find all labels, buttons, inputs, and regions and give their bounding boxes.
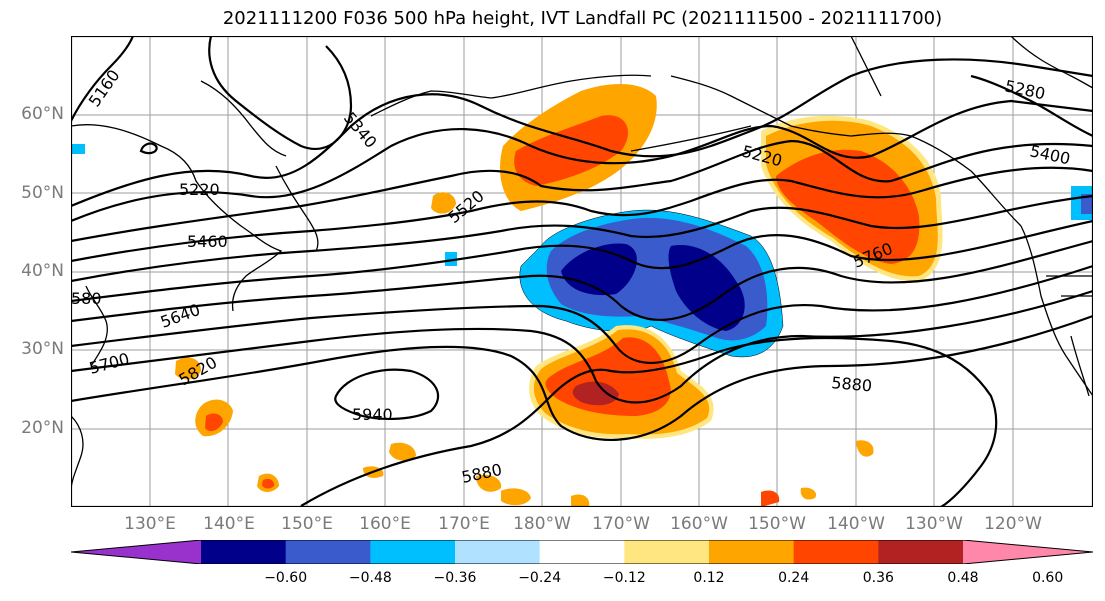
colorbar-segment bbox=[709, 540, 795, 564]
colorbar-segment bbox=[624, 540, 710, 564]
lon-label-130e: 130°E bbox=[124, 514, 176, 534]
colorbar-tick-label: 0.60 bbox=[1032, 570, 1064, 586]
lon-label-150e: 150°E bbox=[281, 514, 333, 534]
lon-label-170w: 170°W bbox=[592, 514, 650, 534]
height-contours bbox=[71, 36, 1093, 507]
colorbar-tick-label: 0.36 bbox=[862, 570, 894, 586]
lat-label-60n: 60°N bbox=[21, 104, 64, 124]
map-title: 2021111200 F036 500 hPa height, IVT Land… bbox=[222, 8, 943, 29]
colorbar-tick-label: −0.60 bbox=[264, 570, 308, 586]
colorbar-tick-label: 0.24 bbox=[778, 570, 810, 586]
colorbar-segment bbox=[201, 540, 287, 564]
lat-label-50n: 50°N bbox=[21, 183, 64, 203]
pos-anomaly-gulf bbox=[761, 115, 943, 282]
contour-label: 5220 bbox=[179, 180, 220, 199]
colorbar-extension-max bbox=[963, 540, 1093, 564]
colorbar-segment bbox=[539, 540, 625, 564]
lat-label-30n: 30°N bbox=[21, 339, 64, 359]
colorbar-segment bbox=[793, 540, 879, 564]
lon-label-120w: 120°W bbox=[984, 514, 1042, 534]
colorbar-tick-label: 0.48 bbox=[947, 570, 979, 586]
colorbar-tick-label: −0.24 bbox=[518, 570, 562, 586]
contour-label: 580 bbox=[71, 289, 102, 308]
colorbar-segment bbox=[878, 540, 964, 564]
lon-label-160e: 160°E bbox=[359, 514, 411, 534]
contour-label: 5700 bbox=[87, 349, 131, 378]
contour-label: 5640 bbox=[158, 300, 203, 332]
map-frame bbox=[71, 36, 1093, 507]
colorbar-tick-label: −0.12 bbox=[602, 570, 646, 586]
lon-label-160w: 160°W bbox=[670, 514, 728, 534]
colorbar-tick-label: −0.36 bbox=[433, 570, 477, 586]
colorbar-segment bbox=[285, 540, 371, 564]
lon-label-180w: 180°W bbox=[513, 514, 571, 534]
colorbar-tick-label: 0.12 bbox=[693, 570, 725, 586]
lon-label-140w: 140°W bbox=[827, 514, 885, 534]
map-panel: 5160 5340 5220 5520 5460 580 5640 5700 5… bbox=[71, 36, 1093, 507]
lat-label-20n: 20°N bbox=[21, 418, 64, 438]
contour-label: 5400 bbox=[1028, 141, 1072, 168]
contour-label: 5460 bbox=[187, 232, 228, 251]
colorbar-segment bbox=[455, 540, 541, 564]
lon-label-130w: 130°W bbox=[905, 514, 963, 534]
lon-label-150w: 150°W bbox=[748, 514, 806, 534]
contour-label: 5280 bbox=[1003, 76, 1047, 103]
pos-anomaly-north bbox=[431, 84, 657, 214]
colorbar-extension-min bbox=[71, 540, 201, 564]
colorbar-segment bbox=[370, 540, 456, 564]
coastlines bbox=[71, 36, 1093, 492]
contour-label: 5880 bbox=[831, 373, 873, 395]
lon-label-170e: 170°E bbox=[438, 514, 490, 534]
colorbar-tick-label: −0.48 bbox=[348, 570, 392, 586]
contour-label: 5520 bbox=[444, 186, 487, 227]
lon-label-140e: 140°E bbox=[203, 514, 255, 534]
contour-label: 5940 bbox=[352, 405, 393, 424]
colorbar bbox=[70, 539, 1094, 565]
pos-anomaly-west bbox=[175, 357, 874, 507]
pos-anomaly-central bbox=[529, 325, 714, 439]
lat-label-40n: 40°N bbox=[21, 261, 64, 281]
